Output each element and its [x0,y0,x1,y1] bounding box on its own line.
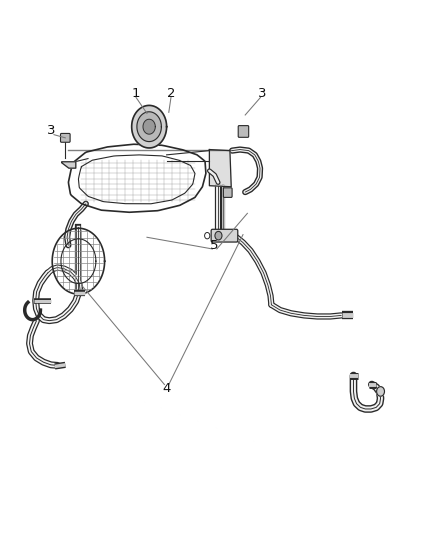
FancyBboxPatch shape [211,229,238,242]
Text: 4: 4 [162,382,171,395]
FancyBboxPatch shape [60,133,70,142]
Text: 3: 3 [47,124,55,138]
Circle shape [377,386,385,396]
Text: 2: 2 [167,87,175,100]
Polygon shape [143,119,155,134]
Text: 3: 3 [258,87,267,100]
Polygon shape [132,106,166,148]
Circle shape [215,231,222,240]
FancyBboxPatch shape [223,188,232,197]
FancyBboxPatch shape [238,126,249,138]
Polygon shape [62,162,76,168]
Text: 1: 1 [132,87,140,100]
Polygon shape [209,150,231,187]
Polygon shape [137,112,161,142]
Text: 5: 5 [210,239,219,252]
